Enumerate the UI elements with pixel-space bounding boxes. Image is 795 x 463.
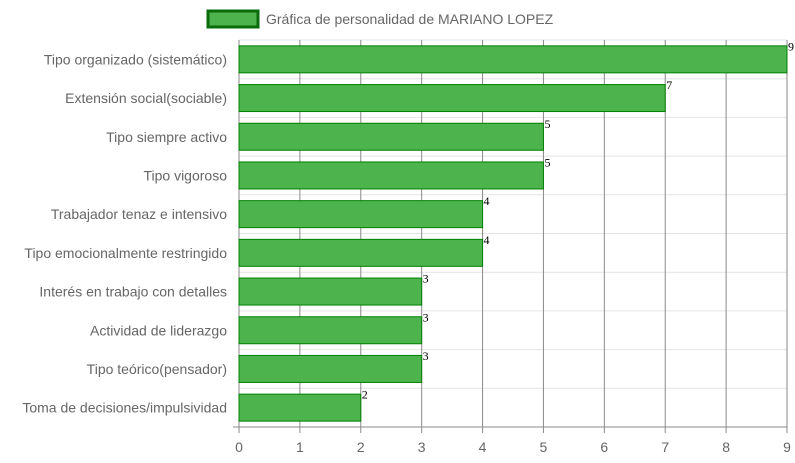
x-tick-label: 3 <box>418 439 426 455</box>
value-label: 7 <box>666 78 672 92</box>
legend-label: Gráfica de personalidad de MARIANO LOPEZ <box>266 11 554 27</box>
category-label: Extensión social(sociable) <box>65 90 227 106</box>
x-tick-label: 1 <box>296 439 304 455</box>
x-tick-label: 0 <box>235 439 243 455</box>
bar[interactable] <box>238 161 544 190</box>
category-label: Trabajador tenaz e intensivo <box>51 206 227 222</box>
bar[interactable] <box>238 316 423 345</box>
value-label: 2 <box>362 388 368 402</box>
category-label: Tipo organizado (sistemático) <box>44 51 227 67</box>
x-tick-label: 2 <box>357 439 365 455</box>
bar[interactable] <box>238 354 423 383</box>
value-label: 9 <box>788 39 794 53</box>
category-label: Tipo vigoroso <box>143 167 227 183</box>
bar[interactable] <box>238 238 484 267</box>
category-label: Tipo siempre activo <box>106 129 227 145</box>
value-label: 5 <box>544 155 550 169</box>
value-label: 3 <box>423 310 429 324</box>
category-label: Toma de decisiones/impulsividad <box>22 400 227 416</box>
x-tick-label: 9 <box>783 439 791 455</box>
bar[interactable] <box>238 84 666 113</box>
bar[interactable] <box>238 122 544 151</box>
legend-swatch <box>206 9 260 29</box>
category-label: Interés en trabajo con detalles <box>39 284 227 300</box>
category-label: Tipo teórico(pensador) <box>87 361 227 377</box>
x-axis-ticks: 0 1 2 3 4 5 6 7 8 9 <box>235 427 791 455</box>
bar[interactable] <box>238 277 423 306</box>
category-label: Tipo emocionalmente restringido <box>24 245 227 261</box>
legend[interactable]: Gráfica de personalidad de MARIANO LOPEZ <box>206 9 554 29</box>
x-tick-label: 5 <box>540 439 548 455</box>
value-label: 4 <box>484 233 490 247</box>
x-tick-label: 7 <box>661 439 669 455</box>
value-label: 3 <box>423 349 429 363</box>
value-labels: 9 7 5 5 4 4 3 3 3 2 <box>362 39 794 401</box>
bars <box>238 45 788 422</box>
x-tick-label: 4 <box>479 439 487 455</box>
value-label: 4 <box>484 194 490 208</box>
bar[interactable] <box>238 200 484 229</box>
x-tick-label: 8 <box>722 439 730 455</box>
category-label: Actividad de liderazgo <box>90 322 227 338</box>
value-label: 3 <box>423 272 429 286</box>
bar[interactable] <box>238 45 788 74</box>
category-labels: Tipo organizado (sistemático) Extensión s… <box>22 51 227 415</box>
value-label: 5 <box>544 117 550 131</box>
x-tick-label: 6 <box>600 439 608 455</box>
bar[interactable] <box>238 393 362 422</box>
